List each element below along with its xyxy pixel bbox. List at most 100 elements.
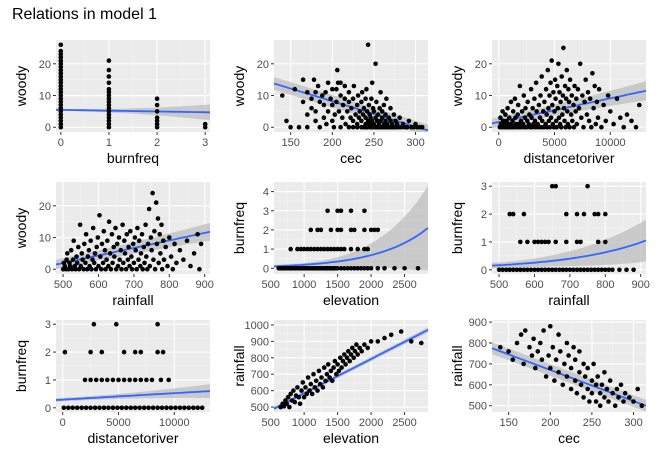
data-point <box>602 370 607 375</box>
data-point <box>614 386 620 392</box>
data-point <box>301 246 307 252</box>
data-point <box>577 61 583 67</box>
data-point <box>350 96 356 101</box>
data-point <box>119 266 124 272</box>
data-point <box>58 74 64 79</box>
data-point <box>141 405 147 411</box>
data-point <box>328 227 334 233</box>
data-point <box>184 238 190 243</box>
data-point <box>121 377 127 383</box>
data-point <box>74 405 80 411</box>
data-point <box>560 382 566 388</box>
data-point <box>81 266 86 272</box>
data-point <box>603 211 608 217</box>
data-point <box>624 112 630 117</box>
data-point <box>158 251 163 256</box>
data-point <box>311 77 317 82</box>
data-point <box>525 99 530 105</box>
y-axis-title: burnfreq <box>13 340 29 392</box>
data-point <box>570 118 575 124</box>
data-point <box>364 86 369 92</box>
x-tick-label: 1 <box>106 137 112 149</box>
y-tick-label: 0 <box>45 403 51 415</box>
data-point <box>518 118 524 124</box>
data-point <box>346 124 352 130</box>
data-point <box>602 395 607 400</box>
data-point <box>553 183 558 189</box>
data-point <box>603 118 609 124</box>
data-point <box>556 115 562 120</box>
data-point <box>346 90 352 95</box>
y-tick-label: 0 <box>263 263 269 275</box>
data-point <box>402 266 407 271</box>
data-point <box>585 386 590 392</box>
figure-title: Relations in model 1 <box>12 6 157 23</box>
data-point <box>308 381 314 387</box>
data-point <box>359 348 365 354</box>
data-point <box>135 225 140 231</box>
data-point <box>343 121 348 127</box>
x-tick-label: 3 <box>202 137 208 149</box>
data-point <box>173 405 178 411</box>
data-point <box>599 124 604 130</box>
data-point <box>581 124 586 130</box>
data-point <box>566 99 572 105</box>
data-point <box>191 405 196 411</box>
data-point <box>315 227 320 233</box>
data-point <box>580 93 585 98</box>
data-point <box>548 365 553 371</box>
data-point <box>157 232 162 237</box>
data-point <box>298 246 304 252</box>
data-point <box>307 388 312 393</box>
y-tick-label: 1 <box>45 375 51 387</box>
data-point <box>110 377 116 383</box>
data-point <box>158 377 164 383</box>
data-point <box>186 405 192 411</box>
data-point <box>328 246 334 252</box>
y-tick-label: 3 <box>263 206 269 218</box>
x-tick-label: 0 <box>58 137 64 149</box>
data-point <box>92 251 98 256</box>
data-point <box>498 115 503 120</box>
data-point <box>144 254 149 259</box>
data-point <box>533 365 538 371</box>
data-point <box>352 266 357 271</box>
data-point <box>557 90 562 95</box>
data-point <box>61 405 67 411</box>
data-point <box>363 96 368 101</box>
data-point <box>550 344 556 350</box>
data-point <box>334 99 339 105</box>
data-point <box>89 266 94 272</box>
data-point <box>110 260 115 266</box>
data-point <box>514 267 520 273</box>
data-point <box>338 355 343 361</box>
data-point <box>553 357 559 363</box>
x-tick-label: 2000 <box>359 279 383 291</box>
confidence-ribbon <box>56 104 210 121</box>
data-point <box>285 394 291 400</box>
data-point <box>133 247 138 253</box>
data-point <box>415 266 421 271</box>
data-point <box>316 368 322 374</box>
data-point <box>508 99 514 105</box>
data-point <box>83 405 89 411</box>
data-point <box>606 399 611 404</box>
data-point <box>498 344 503 350</box>
x-axis-title: cec <box>340 150 362 166</box>
data-point <box>350 345 355 351</box>
data-point <box>280 93 285 98</box>
data-point <box>122 251 128 256</box>
data-point <box>315 83 321 89</box>
data-point <box>595 211 601 217</box>
data-point <box>564 211 569 217</box>
data-point <box>574 390 580 396</box>
data-point <box>149 377 155 383</box>
data-point <box>351 355 357 361</box>
data-point <box>574 267 580 273</box>
data-point <box>553 118 559 124</box>
data-point <box>106 219 112 224</box>
data-point <box>170 266 176 272</box>
data-point <box>384 96 389 101</box>
x-axis-title: distancetoriver <box>523 150 614 166</box>
data-point <box>155 349 160 355</box>
